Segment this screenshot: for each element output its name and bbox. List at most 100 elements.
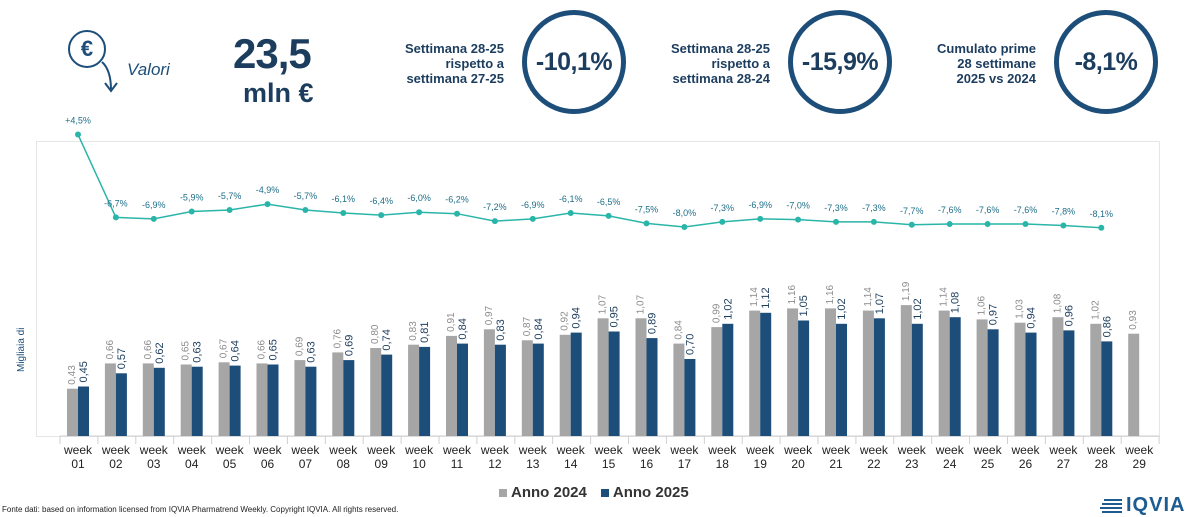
variation-point bbox=[833, 218, 839, 225]
variation-point bbox=[984, 221, 991, 228]
category-label-number: 18 bbox=[716, 457, 730, 471]
bar-2024 bbox=[521, 340, 533, 436]
bar-label-2024: 0,66 bbox=[105, 339, 116, 359]
bar-2024 bbox=[862, 310, 874, 436]
bar-label-2025: 1,08 bbox=[950, 292, 962, 313]
category-label-number: 14 bbox=[564, 457, 578, 471]
bar-label-2024: 0,83 bbox=[408, 321, 419, 341]
category-label-number: 22 bbox=[867, 457, 881, 471]
bar-2024 bbox=[1052, 317, 1064, 436]
bar-label-2024: 0,92 bbox=[560, 311, 571, 331]
variation-label: -5,7% bbox=[218, 191, 242, 201]
bar-label-2024: 0,93 bbox=[1128, 310, 1139, 330]
category-label: week bbox=[1048, 443, 1078, 457]
category-label: week bbox=[366, 443, 396, 457]
bar-label-2024: 1,14 bbox=[749, 287, 760, 307]
category-label-number: 12 bbox=[488, 457, 502, 471]
bar-label-2025: 0,57 bbox=[116, 348, 128, 369]
bar-label-2025: 0,65 bbox=[268, 339, 280, 360]
bar-label-2025: 0,64 bbox=[230, 340, 242, 361]
euro-icon: € bbox=[68, 30, 106, 68]
bar-label-2025: 0,94 bbox=[571, 307, 583, 328]
category-label: week bbox=[821, 443, 851, 457]
bar-label-2025: 0,97 bbox=[988, 304, 1000, 325]
variation-point bbox=[491, 218, 498, 225]
category-label-number: 02 bbox=[109, 457, 123, 471]
variation-point bbox=[681, 224, 688, 231]
bar-label-2024: 1,07 bbox=[636, 294, 647, 314]
bar-2024 bbox=[787, 308, 799, 436]
bar-label-2025: 0,74 bbox=[381, 329, 393, 350]
bar-2025 bbox=[684, 359, 696, 436]
bar-2025 bbox=[343, 360, 355, 436]
variation-point bbox=[416, 209, 423, 216]
bar-label-2024: 1,08 bbox=[1052, 293, 1063, 313]
variation-label: -8,1% bbox=[1090, 209, 1114, 219]
variation-point bbox=[1060, 222, 1067, 229]
variation-point bbox=[870, 218, 877, 225]
category-label-number: 19 bbox=[754, 457, 768, 471]
bar-2025 bbox=[836, 323, 847, 436]
variation-point bbox=[605, 212, 612, 219]
variation-point bbox=[226, 207, 233, 213]
category-label-number: 29 bbox=[1133, 457, 1147, 471]
variation-point bbox=[75, 131, 81, 138]
bar-2024 bbox=[180, 364, 192, 436]
bar-2024 bbox=[900, 305, 912, 436]
bar-label-2025: 0,70 bbox=[684, 334, 696, 355]
bar-label-2024: 1,19 bbox=[901, 281, 912, 301]
bar-2024 bbox=[446, 335, 457, 436]
variation-label: -7,3% bbox=[862, 203, 886, 213]
total-unit: mln € bbox=[243, 78, 314, 108]
bar-label-2024: 1,03 bbox=[1015, 299, 1026, 319]
category-label-number: 03 bbox=[147, 457, 161, 471]
category-label: week bbox=[897, 443, 927, 457]
category-label: week bbox=[480, 443, 510, 457]
bar-label-2024: 1,14 bbox=[863, 287, 874, 307]
bar-label-2025: 0,81 bbox=[419, 321, 431, 342]
bar-label-2024: 0,66 bbox=[143, 339, 154, 359]
variation-label: -6,0% bbox=[407, 193, 431, 203]
bar-2024 bbox=[825, 308, 836, 436]
bar-2024 bbox=[1090, 323, 1102, 436]
category-label-number: 09 bbox=[375, 457, 389, 471]
kpi-3-label: Cumulato prime 28 settimane 2025 vs 2024 bbox=[937, 41, 1036, 86]
iqvia-logo-icon bbox=[1100, 498, 1122, 513]
category-label: week bbox=[745, 443, 775, 457]
category-label-number: 17 bbox=[678, 457, 692, 471]
bar-2025 bbox=[646, 338, 658, 436]
category-label-number: 11 bbox=[451, 457, 464, 471]
category-label-number: 20 bbox=[791, 457, 805, 471]
variation-label: -7,8% bbox=[1052, 207, 1076, 217]
variation-label: -6,2% bbox=[445, 195, 469, 205]
bar-label-2024: 0,91 bbox=[446, 312, 457, 332]
category-label-number: 26 bbox=[1019, 457, 1033, 471]
legend-swatch-2025 bbox=[600, 489, 609, 498]
category-label: week bbox=[328, 443, 358, 457]
bar-label-2025: 1,05 bbox=[798, 295, 810, 316]
source-note: Fonte dati: based on information license… bbox=[2, 505, 399, 514]
category-label-number: 08 bbox=[337, 457, 351, 471]
variation-point bbox=[150, 215, 157, 222]
variation-point bbox=[719, 218, 726, 225]
bar-2025 bbox=[1025, 332, 1037, 436]
bar-2024 bbox=[104, 363, 116, 436]
legend: Anno 2024 Anno 2025 bbox=[499, 484, 689, 501]
bar-2024 bbox=[635, 318, 647, 436]
variation-point bbox=[454, 210, 460, 217]
bar-label-2024: 0,65 bbox=[181, 341, 192, 361]
variation-point bbox=[946, 221, 953, 228]
variation-label: -7,0% bbox=[786, 201, 810, 211]
bar-label-2025: 0,63 bbox=[192, 341, 204, 362]
bar-label-2025: 0,84 bbox=[533, 318, 545, 339]
variation-label: -5,7% bbox=[294, 191, 318, 201]
category-label: week bbox=[1086, 443, 1116, 457]
legend-item-2025: Anno 2025 bbox=[600, 484, 689, 501]
category-label: week bbox=[594, 443, 624, 457]
category-label-number: 25 bbox=[981, 457, 995, 471]
category-label-number: 15 bbox=[602, 457, 616, 471]
bar-2025 bbox=[798, 320, 810, 436]
bar-2024 bbox=[142, 363, 154, 436]
category-label: week bbox=[631, 443, 661, 457]
